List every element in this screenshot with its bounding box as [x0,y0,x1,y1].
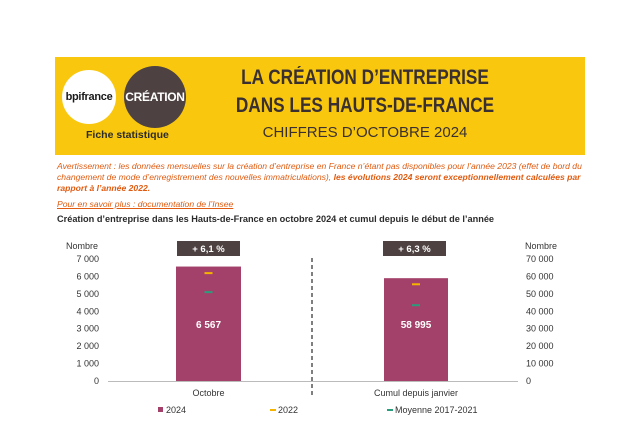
bpifrance-logo-text: bpifrance [65,91,113,103]
legend-label: 2024 [166,405,186,415]
badge-box-1 [383,241,446,256]
y-tick-label: 7 000 [76,254,99,264]
y-tick-label: 0 [94,376,99,386]
creation-logo-text: CRÉATION [125,90,185,104]
insee-doc-link[interactable]: Pour en savoir plus : documentation de l… [57,199,234,209]
y-tick-label: 50 000 [526,289,554,299]
x-category-label: Octobre [192,388,224,398]
y-tick-label: 4 000 [76,306,99,316]
legend-swatch-2024 [158,407,163,412]
warning-note: Avertissement : les données mensuelles s… [57,161,587,195]
creation-logo: CRÉATION [124,66,186,128]
legend-label: Moyenne 2017-2021 [395,405,478,415]
y-tick-label: 5 000 [76,289,99,299]
page-subtitle: CHIFFRES D’OCTOBRE 2024 [262,124,468,141]
badge-text: + 6,3 % [398,244,431,255]
badge-box-0 [177,241,240,256]
bar-2024-1 [384,278,448,381]
bar-2024-0 [176,266,241,381]
chart-title: Création d’entreprise dans les Hauts-de-… [57,214,495,224]
y-tick-label: 20 000 [526,341,554,351]
y-tick-label: 6 000 [76,271,99,281]
legend-label: 2022 [278,405,298,415]
y-tick-label: 10 000 [526,359,554,369]
bpifrance-logo: bpifrance [62,70,116,124]
warning-bold-text: les évolutions 2024 seront exceptionnell… [57,172,581,194]
warning-text: Avertissement : les données mensuelles s… [57,161,582,183]
y-tick-label: 40 000 [526,306,554,316]
y-tick-label: 1 000 [76,359,99,369]
y-tick-label: 60 000 [526,271,554,281]
page-title-line2: DANS LES HAUTS-DE-FRANCE [235,94,495,117]
badge-text: + 6,1 % [192,244,225,255]
y-tick-label: 30 000 [526,324,554,334]
bar-value-label: 6 567 [196,320,221,331]
y-tick-label: 2 000 [76,341,99,351]
page-title-line1: LA CRÉATION D’ENTREPRISE [241,66,489,89]
x-category-label: Cumul depuis janvier [374,388,458,398]
y-tick-label: 3 000 [76,324,99,334]
y-tick-label: 70 000 [526,254,554,264]
y-axis-label-1: Nombre [525,241,557,251]
y-axis-label-0: Nombre [66,241,98,251]
y-tick-label: 0 [526,376,531,386]
bar-value-label: 58 995 [401,320,432,331]
fiche-label: Fiche statistique [86,129,169,141]
